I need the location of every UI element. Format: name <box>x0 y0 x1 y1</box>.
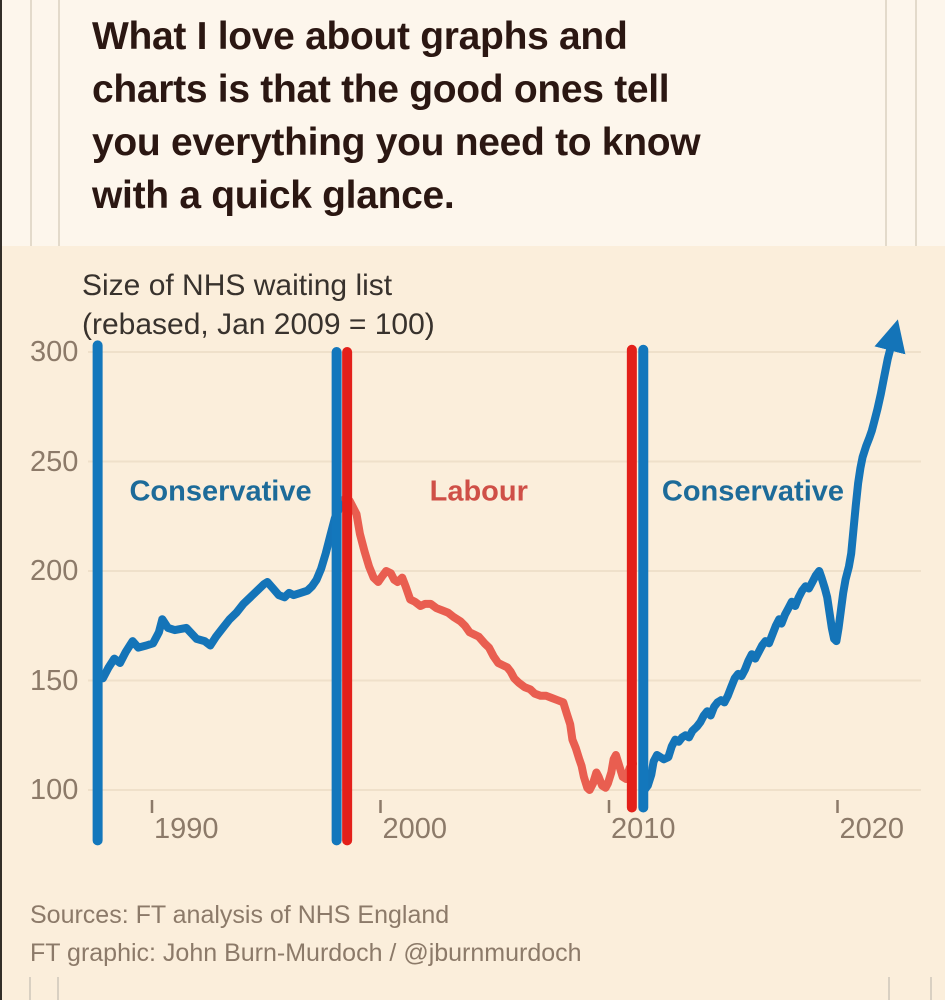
series-line-conservative <box>98 494 350 683</box>
chart-title-line1: Size of NHS waiting list <box>82 269 393 302</box>
quote-line: you everything you need to know <box>92 121 701 164</box>
era-label-conservative: Conservative <box>129 475 312 508</box>
frame-artifact-line <box>58 0 60 246</box>
graphic-credit-line: FT graphic: John Burn-Murdoch / @jburnmu… <box>30 939 582 967</box>
nhs-waiting-list-chart <box>88 319 921 846</box>
y-axis-label: 100 <box>30 774 79 806</box>
y-axis-label: 300 <box>30 336 79 368</box>
era-label-conservative: Conservative <box>661 475 845 508</box>
x-axis-label: 1990 <box>154 813 219 845</box>
source-credit: Sources: FT analysis of NHS England FT g… <box>30 896 582 972</box>
source-line: Sources: FT analysis of NHS England <box>30 901 450 929</box>
era-label-labour: Labour <box>429 475 528 508</box>
x-axis-label: 2010 <box>611 813 676 845</box>
frame-artifact-line <box>30 0 32 246</box>
chart-title: Size of NHS waiting list (rebased, Jan 2… <box>82 266 435 344</box>
y-axis-label: 250 <box>30 445 79 478</box>
series-line-conservative-with-trend-arrow <box>640 319 906 794</box>
x-axis-label: 2020 <box>839 813 905 845</box>
quote-line: charts is that the good ones tell <box>92 68 670 111</box>
quote-line: with a quick glance. <box>92 174 455 217</box>
x-axis-label: 2000 <box>382 813 448 845</box>
chart-section: Size of NHS waiting list (rebased, Jan 2… <box>0 246 945 1000</box>
chart-plot-area <box>0 246 945 1000</box>
frame-artifact-edge <box>0 0 2 1000</box>
chart-title-line2: (rebased, Jan 2009 = 100) <box>82 308 435 341</box>
y-axis-label: 200 <box>30 555 79 587</box>
frame-artifact-line <box>29 977 31 1000</box>
frame-artifact-line <box>930 977 932 1000</box>
quote-line: What I love about graphs and <box>92 15 628 58</box>
y-axis-label: 150 <box>30 664 79 697</box>
frame-artifact-line <box>915 0 917 246</box>
series-line-labour <box>341 494 637 794</box>
quote-section: What I love about graphs and charts is t… <box>0 0 945 246</box>
quote-text: What I love about graphs and charts is t… <box>92 10 922 222</box>
frame-artifact-line <box>885 0 887 246</box>
frame-artifact-line <box>888 977 890 1000</box>
frame-artifact-line <box>57 977 59 1000</box>
